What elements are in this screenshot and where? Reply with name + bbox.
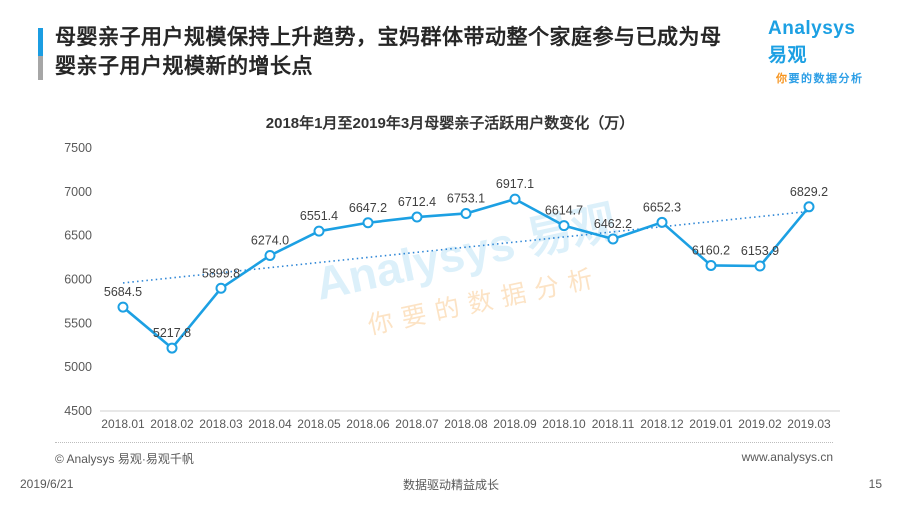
- x-tick-label: 2019.03: [787, 417, 831, 431]
- page-title-line2: 婴亲子用户规模新的增长点: [55, 54, 313, 78]
- x-tick-label: 2018.02: [150, 417, 194, 431]
- data-label: 5684.5: [104, 285, 142, 299]
- data-label: 5217.8: [153, 326, 191, 340]
- data-point: [117, 301, 129, 313]
- logo-wordmark: Analysys 易观: [768, 18, 856, 66]
- x-tick-label: 2018.08: [444, 417, 488, 431]
- x-tick-label: 2019.01: [689, 417, 733, 431]
- x-tick-label: 2018.07: [395, 417, 439, 431]
- data-point: [460, 207, 472, 219]
- x-tick-label: 2018.05: [297, 417, 341, 431]
- data-point: [313, 225, 325, 237]
- x-tick-label: 2018.04: [248, 417, 292, 431]
- page-number: 15: [868, 477, 882, 491]
- data-point: [607, 233, 619, 245]
- x-tick-label: 2018.06: [346, 417, 390, 431]
- page-title: 母婴亲子用户规模保持上升趋势，宝妈群体带动整个家庭参与已成为母 婴亲子用户规模新…: [55, 24, 722, 82]
- x-tick-label: 2019.02: [738, 417, 782, 431]
- chart-title: 2018年1月至2019年3月母婴亲子活跃用户数变化（万）: [265, 115, 635, 132]
- footer-separator: [55, 442, 833, 443]
- data-label: 6652.3: [643, 200, 681, 214]
- x-tick-label: 2018.10: [542, 417, 586, 431]
- data-point: [754, 260, 766, 272]
- y-tick-label: 7000: [64, 185, 92, 199]
- title-accent-bar: [38, 28, 43, 80]
- trendline: [122, 210, 810, 284]
- x-tick-label: 2018.01: [101, 417, 145, 431]
- copyright-source: © Analysys 易观·易观千帆: [55, 452, 194, 466]
- data-label: 6753.1: [447, 191, 485, 205]
- x-tick-label: 2018.03: [199, 417, 243, 431]
- x-tick-label: 2018.11: [592, 417, 635, 431]
- data-label: 6551.4: [300, 209, 338, 223]
- accent-bar-gray: [38, 56, 43, 80]
- data-point: [411, 211, 423, 223]
- x-tick-label: 2018.09: [493, 417, 537, 431]
- y-tick-label: 7500: [64, 141, 92, 155]
- data-label: 6274.0: [251, 233, 289, 247]
- data-point: [558, 220, 570, 232]
- logo-tagline: 你要的数据分析: [776, 73, 864, 85]
- x-tick-label: 2018.12: [640, 417, 684, 431]
- data-point: [705, 259, 717, 271]
- y-tick-label: 6500: [64, 229, 92, 243]
- analysys-logo: Analysys 易观 你要的数据分析: [768, 18, 878, 86]
- data-label: 6614.7: [545, 204, 583, 218]
- data-label: 6153.9: [741, 244, 779, 258]
- y-tick-label: 5000: [64, 360, 92, 374]
- y-tick-label: 5500: [64, 316, 92, 330]
- data-point: [215, 282, 227, 294]
- report-date: 2019/6/21: [20, 477, 74, 491]
- data-label: 6917.1: [496, 177, 534, 191]
- source-row: © Analysys 易观·易观千帆 www.analysys.cn: [55, 450, 833, 467]
- bottom-row: 2019/6/21 数据驱动精益成长 15: [20, 477, 882, 492]
- data-label: 6647.2: [349, 201, 387, 215]
- data-point: [264, 249, 276, 261]
- data-point: [656, 216, 668, 228]
- y-tick-label: 4500: [64, 404, 92, 418]
- data-label: 6462.2: [594, 217, 632, 231]
- data-point: [362, 217, 374, 229]
- company-slogan: 数据驱动精益成长: [402, 477, 499, 492]
- accent-bar-blue: [38, 28, 43, 57]
- data-point: [803, 201, 815, 213]
- website-url: www.analysys.cn: [741, 450, 833, 464]
- slide-header: 母婴亲子用户规模保持上升趋势，宝妈群体带动整个家庭参与已成为母 婴亲子用户规模新…: [38, 24, 722, 82]
- page-title-line1: 母婴亲子用户规模保持上升趋势，宝妈群体带动整个家庭参与已成为母: [55, 26, 722, 49]
- data-point: [166, 342, 178, 354]
- data-label: 5899.8: [202, 266, 240, 280]
- y-tick-label: 6000: [64, 273, 92, 287]
- data-point: [509, 193, 521, 205]
- data-label: 6829.2: [790, 185, 828, 199]
- data-label: 6160.2: [692, 243, 730, 257]
- data-label: 6712.4: [398, 195, 436, 209]
